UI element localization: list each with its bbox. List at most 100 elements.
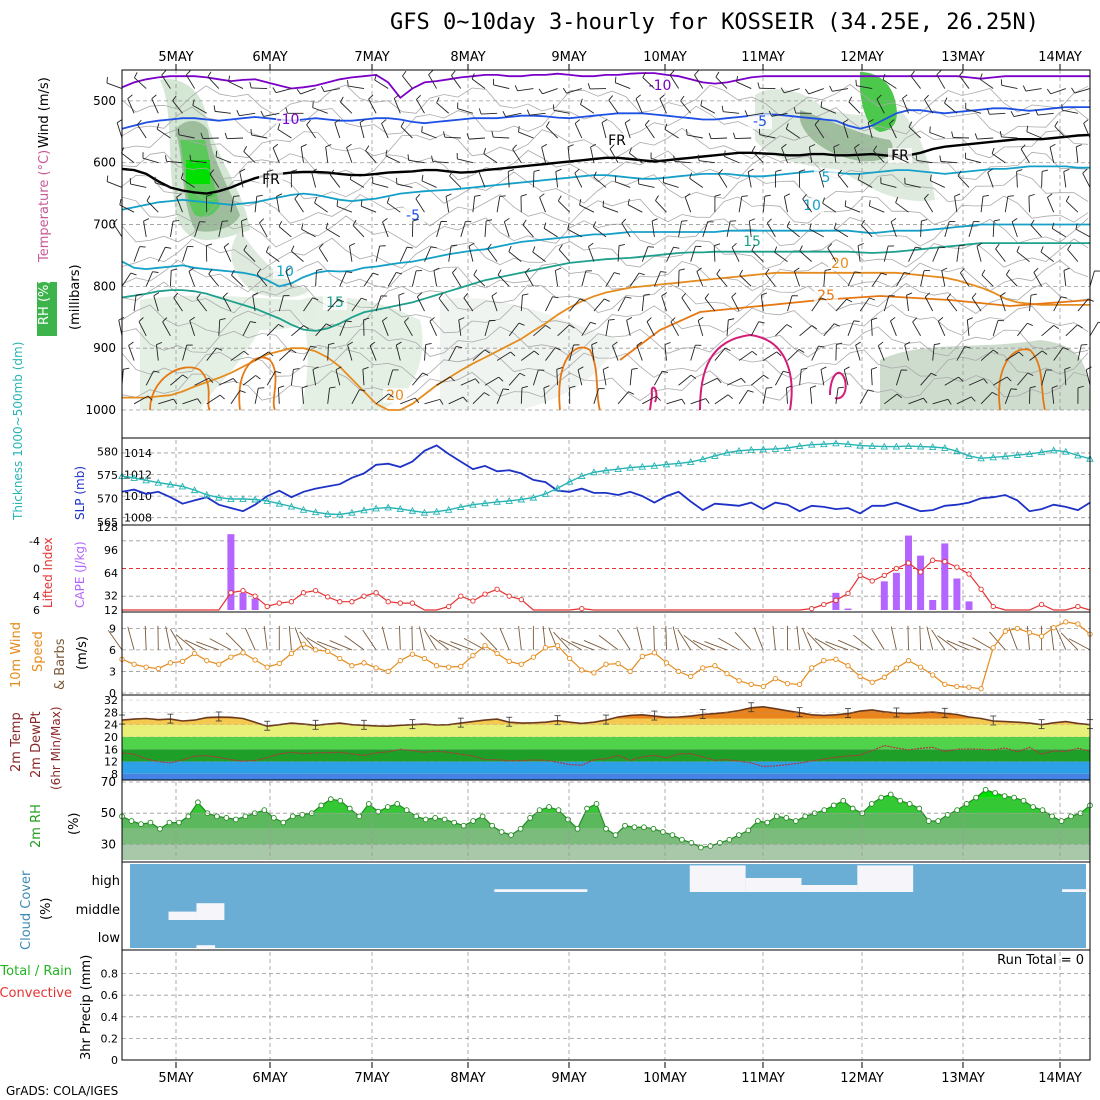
wind-barb [904,344,909,361]
wind-barb [400,121,405,127]
thickness-marker [420,508,429,516]
cloud-clear-patch [1062,889,1090,892]
wind-barb [348,85,365,89]
wind-barb [254,388,259,404]
wind-barb [328,342,335,346]
rh-contour [121,215,1089,249]
wind-barb [785,123,789,130]
wind-barb [266,324,279,337]
wind-barb [786,221,790,228]
wind-barb [857,245,861,262]
wind-barb [716,268,721,275]
wind-speed-marker [337,655,343,662]
wind-barb [456,345,463,349]
wind-barb [700,99,703,106]
ylabel-slp: SLP (mb) [73,466,87,520]
wind-barb [439,399,444,405]
wind-barb [819,171,825,188]
wind-barb [786,128,800,139]
wind-barb [766,222,776,238]
date-label-top: 14MAY [1038,50,1082,65]
rh-marker [128,818,135,824]
wind-barb [626,316,633,321]
cape-bar [239,592,247,610]
wind-barb [1020,148,1030,163]
wind-barb [1053,325,1059,330]
wind-barb [339,271,347,287]
isotherm-label: 20 [831,256,849,272]
thickness-marker [287,502,296,510]
wind-barb [870,319,873,336]
wind-barb [1065,200,1079,213]
wind-barb [924,94,929,100]
wind-barb [172,95,177,101]
wind-barb [690,398,706,405]
wind-barb [1062,347,1069,351]
wind-barb [508,169,515,172]
wind-barb [1082,168,1088,174]
rh-marker [195,799,201,806]
wind-barb [684,193,691,198]
cape-tick-label: 64 [104,567,118,580]
wind-barb [1013,112,1030,118]
wind-speed-marker [542,645,549,651]
wind-barb [202,137,219,140]
thickness-marker [820,440,828,448]
wind-barb [979,73,983,80]
wind-barb [704,298,716,312]
thickness-marker [360,506,368,514]
wind-barb [555,171,559,188]
wind10m-barb [665,625,667,650]
wind-barb [957,175,970,188]
wind-barb [278,220,283,227]
wind-barb [134,77,147,89]
cape-bar [227,534,235,610]
wind-barb [837,169,842,176]
wind-barb [430,246,437,249]
rh-marker [992,790,998,796]
rh-marker [489,822,495,829]
rh-marker [413,813,420,820]
wind-barb [518,126,520,133]
wind-barb [882,79,897,89]
wind-barb [478,168,485,173]
wind-barb [162,317,168,323]
wind-barb [783,196,788,213]
wind-barb [1001,84,1018,89]
wind-barb [731,296,740,312]
wind-barb [588,246,595,262]
wind10m-barb [1068,638,1091,651]
wind-barb [910,70,915,77]
wind-barb [854,271,861,274]
wind-barb [312,101,314,108]
wind-speed-marker [845,663,851,669]
wind-barb [508,245,512,252]
slp-tick-label: 1012 [124,469,152,482]
wind-barb [158,398,174,405]
thickness-marker [941,444,949,451]
isotherm-line [121,165,1090,211]
wind-barb [824,268,832,271]
wind-barb [1085,369,1091,386]
wind-barb [617,391,629,405]
wind-barb [944,221,950,238]
wind-barb [833,144,840,148]
wind-barb [1028,193,1035,197]
wind-speed-marker [724,670,730,677]
wind-speed-marker [651,650,658,656]
cloud-clear-patch [801,885,858,892]
wind-speed-marker [675,668,682,675]
wind-barb [799,369,802,386]
wind-barb [543,385,550,389]
wind-barb [738,390,749,405]
wind-barb [837,174,849,188]
wind-barb [510,351,516,357]
wind-barb [368,98,377,114]
wind-barb [880,182,897,188]
wind-barb [206,394,221,405]
wind-barb [636,345,643,361]
wind-barb [847,320,855,336]
thickness-tick-label: 575 [97,469,118,482]
wind-barb [857,173,861,180]
wind-barb [196,298,208,312]
